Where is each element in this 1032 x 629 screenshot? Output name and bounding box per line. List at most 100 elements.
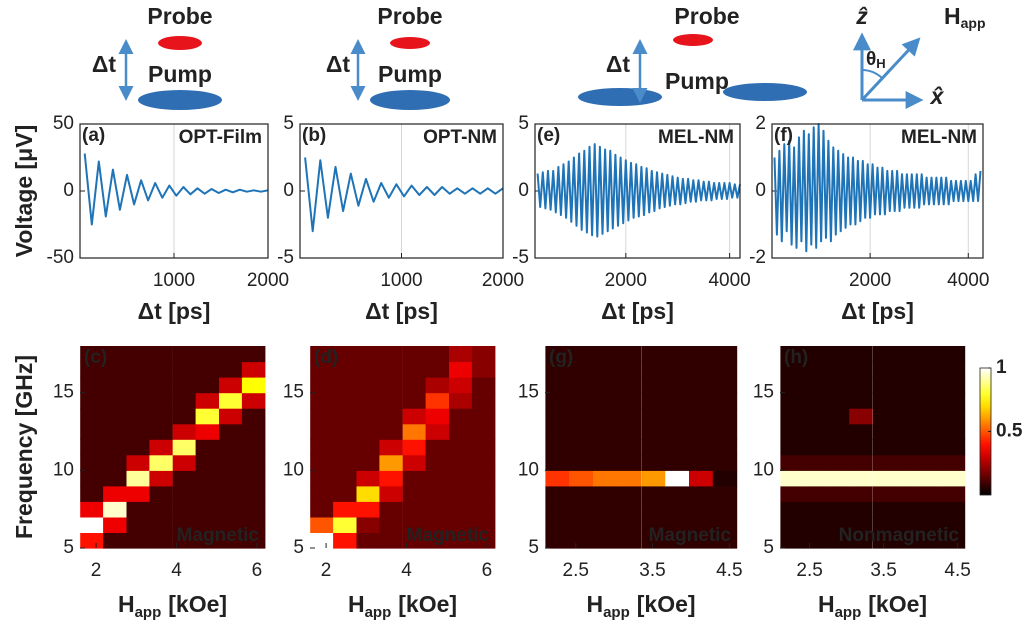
heat-cell [665,470,690,487]
heat-cell [379,532,403,549]
x-tick-label: 4.5 [716,560,742,581]
heat-cell [780,470,804,487]
heat-cell [665,532,690,549]
y-tick-label: 5 [763,537,774,558]
heat-cell [826,501,850,518]
heat-cell [195,377,220,394]
heat-cell [803,501,827,518]
heat-cell [712,470,738,487]
x-axis-title-part: app [135,604,162,621]
heat-cell [80,392,104,409]
y-tick-label: 5 [63,537,74,558]
heat-cell [219,470,243,487]
heat-cell [149,392,173,409]
heat-cell [126,346,150,363]
angle-arc [861,69,883,79]
heat-cell [689,532,714,549]
panel-title: Magnetic [649,525,732,546]
x-axis-title-part: H [818,591,835,617]
y-tick-label: 5 [283,113,294,134]
heat-cell [310,470,334,487]
y-tick-label: 10 [283,459,304,480]
heat-cell [471,532,496,549]
signal-line [536,143,741,238]
heat-cell [689,423,714,440]
heat-cell [402,439,427,456]
heat-cell [310,361,334,378]
heat-cell [195,470,220,487]
x-axis-title-part: H [118,591,135,617]
field-sub: app [961,15,986,31]
heat-cell [545,361,570,378]
heat-cell [593,470,618,487]
heat-cell [80,423,104,440]
heat-cell [616,377,642,394]
heat-cell [712,423,738,440]
heat-cell [569,392,594,409]
heat-cell [895,470,920,487]
x-tick-label: 6 [252,560,263,581]
heat-cell [826,377,850,394]
heat-cell [712,485,738,502]
heat-cell [333,470,357,487]
angle-sub: H [876,56,885,71]
heat-cell [379,392,403,409]
heat-cell [895,516,920,533]
heat-cell [449,501,473,518]
heat-cell [803,392,827,409]
heat-cell [803,423,827,440]
heat-cell [310,501,334,518]
heat-cell [449,485,473,502]
x-axis-title: Δt [ps] [841,298,914,324]
heat-cell [780,423,804,440]
heat-cell [641,454,666,471]
heat-cell [872,532,897,549]
heat-cell [616,470,642,487]
heat-cell [449,516,473,533]
heat-cell [425,485,450,502]
heat-cell [849,346,873,363]
heat-cell [780,346,804,363]
heat-cell [872,377,897,394]
heat-cell [379,439,403,456]
x-tick-label: 1000 [153,270,195,291]
heat-cell [449,439,473,456]
heat-cell [80,485,104,502]
x-axis-title: Happ [kOe] [818,591,927,621]
heat-cell [665,361,690,378]
heat-cell [593,408,618,425]
heat-cell [103,516,127,533]
probe-spot [158,36,202,50]
heat-cell [379,485,403,502]
heat-cell [449,532,473,549]
heat-cell [895,439,920,456]
y-tick-label: 0 [63,180,74,201]
heat-cell [310,346,334,363]
x-tick-label: 2000 [605,270,647,291]
heat-cell [616,392,642,409]
heat-cell [172,454,197,471]
heat-cell [195,361,220,378]
heat-cell [241,346,266,363]
heat-cell [471,392,496,409]
heat-cell [849,408,873,425]
heat-cell [425,346,450,363]
heat-cell [449,377,473,394]
panel-label: (h) [784,347,808,368]
heat-cell [471,423,496,440]
heat-cell [826,346,850,363]
y-tick-label: 5 [528,537,539,558]
heat-cell [241,532,266,549]
heat-cell [310,377,334,394]
heat-cell [826,454,850,471]
heat-cell [569,516,594,533]
heat-cell [80,454,104,471]
delay-label: Δt [606,51,631,77]
heat-cell [333,516,357,533]
heat-cell [545,470,570,487]
heat-cell [593,485,618,502]
heat-cell [849,516,873,533]
heat-cell [103,470,127,487]
heat-cell [569,485,594,502]
